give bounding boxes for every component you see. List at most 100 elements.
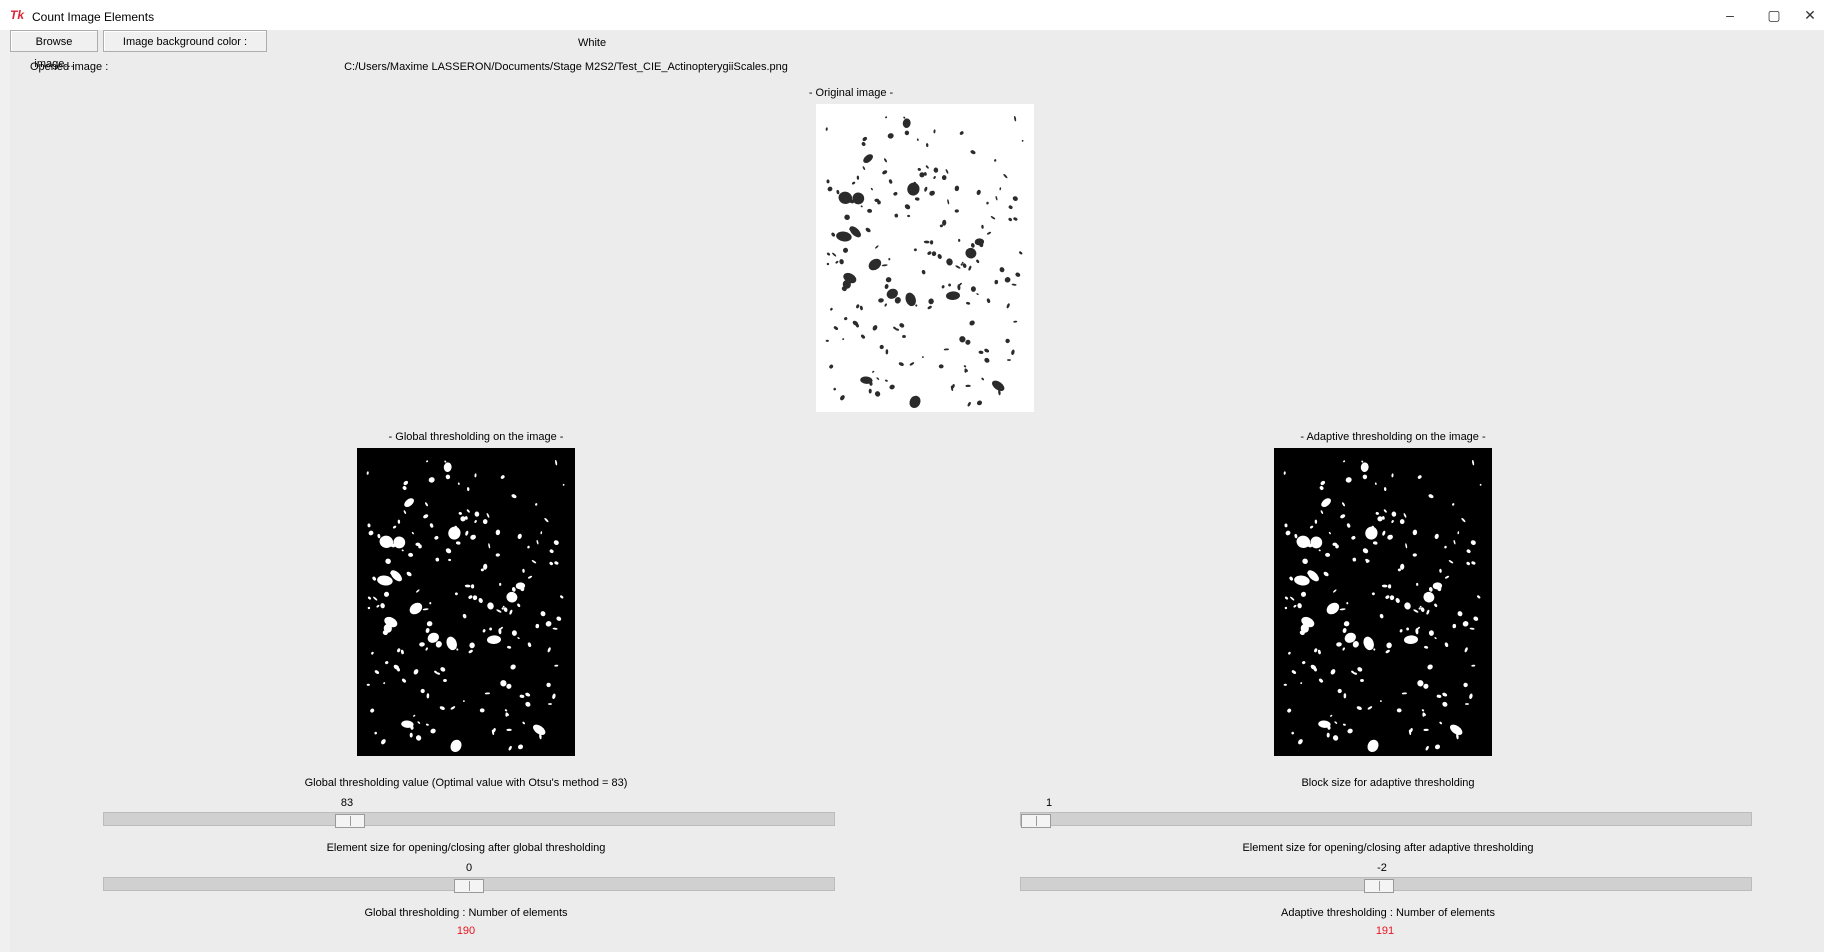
scale-speckle bbox=[967, 401, 971, 407]
scale-speckle bbox=[436, 672, 441, 675]
scale-speckle bbox=[1008, 205, 1013, 210]
scale-speckle bbox=[535, 503, 538, 506]
tk-app-icon: Tk bbox=[10, 8, 25, 22]
scale-speckle bbox=[413, 714, 416, 717]
scale-speckle bbox=[887, 133, 894, 139]
scale-speckle bbox=[826, 252, 831, 256]
scale-speckle bbox=[833, 326, 839, 330]
scale-speckle bbox=[401, 678, 407, 683]
scale-speckle bbox=[419, 642, 425, 647]
scale-speckle bbox=[531, 560, 537, 564]
scale-speckle bbox=[927, 251, 932, 255]
scale-speckle bbox=[1332, 735, 1339, 741]
scale-speckle bbox=[1367, 706, 1373, 710]
scale-speckle bbox=[460, 516, 466, 522]
global-element-size-slider[interactable] bbox=[103, 877, 835, 893]
adaptive-element-size-slider-thumb[interactable] bbox=[1364, 879, 1394, 893]
scale-speckle bbox=[1293, 604, 1297, 608]
scale-speckle bbox=[869, 381, 873, 386]
scale-speckle bbox=[1428, 587, 1433, 592]
scale-speckle bbox=[1351, 536, 1356, 540]
scale-speckle bbox=[893, 192, 898, 196]
scale-speckle bbox=[1395, 598, 1400, 603]
scale-speckle bbox=[842, 338, 845, 341]
scale-speckle bbox=[888, 258, 891, 261]
scale-speckle bbox=[1452, 503, 1455, 506]
scale-speckle bbox=[875, 245, 879, 249]
scale-speckle bbox=[1353, 672, 1358, 675]
global-element-size-slider-thumb[interactable] bbox=[454, 879, 484, 893]
scale-speckle bbox=[440, 667, 446, 672]
scale-speckle bbox=[986, 231, 992, 235]
adaptive-threshold-canvas bbox=[1283, 460, 1482, 752]
adaptive-element-size-slider[interactable] bbox=[1020, 877, 1752, 893]
scale-speckle bbox=[377, 533, 381, 539]
scale-speckle bbox=[544, 517, 549, 523]
scale-speckle bbox=[525, 701, 531, 707]
scale-speckle bbox=[383, 682, 386, 685]
scale-speckle bbox=[458, 511, 462, 515]
scale-speckle bbox=[1356, 706, 1362, 710]
scale-speckle bbox=[1448, 560, 1454, 564]
scale-speckle bbox=[1291, 670, 1297, 674]
scale-speckle bbox=[943, 348, 949, 351]
scale-speckle bbox=[924, 172, 927, 176]
scale-speckle bbox=[1365, 526, 1378, 540]
scale-speckle bbox=[547, 647, 551, 653]
scale-speckle bbox=[976, 293, 979, 296]
scale-speckle bbox=[978, 350, 984, 354]
browse-image-button[interactable]: Browse image... bbox=[10, 30, 98, 70]
scale-speckle bbox=[962, 263, 967, 268]
scale-speckle bbox=[1428, 630, 1434, 636]
scale-speckle bbox=[404, 498, 414, 508]
scale-speckle bbox=[860, 376, 873, 384]
scale-speckle bbox=[830, 307, 833, 311]
scale-speckle bbox=[1375, 511, 1379, 515]
scale-speckle bbox=[1302, 558, 1308, 565]
scale-speckle bbox=[502, 605, 505, 608]
scale-speckle bbox=[425, 502, 428, 507]
close-icon[interactable]: ✕ bbox=[1804, 7, 1816, 23]
scale-speckle bbox=[1465, 703, 1469, 705]
scale-speckle bbox=[968, 265, 972, 271]
scale-speckle bbox=[1008, 217, 1012, 222]
scale-speckle bbox=[870, 187, 873, 191]
scale-speckle bbox=[1383, 487, 1387, 492]
scale-speckle bbox=[549, 549, 554, 554]
image-background-color-button[interactable]: Image background color : bbox=[103, 30, 267, 52]
scale-speckle bbox=[965, 384, 971, 388]
scale-speckle bbox=[517, 637, 520, 640]
scale-speckle bbox=[904, 204, 911, 210]
scale-speckle bbox=[430, 728, 436, 734]
scale-speckle bbox=[999, 187, 1002, 191]
scale-speckle bbox=[445, 548, 452, 554]
scale-speckle bbox=[919, 172, 925, 178]
scale-speckle bbox=[1463, 682, 1468, 688]
adaptive-block-size-slider[interactable] bbox=[1020, 812, 1752, 828]
scale-speckle bbox=[1415, 628, 1419, 635]
minimize-icon[interactable]: – bbox=[1726, 7, 1734, 23]
global-threshold-slider-thumb[interactable] bbox=[335, 814, 365, 828]
scale-speckle bbox=[1400, 563, 1405, 570]
scale-speckle bbox=[474, 473, 477, 478]
scale-speckle bbox=[522, 568, 525, 573]
restore-icon[interactable]: ▢ bbox=[1767, 7, 1781, 23]
scale-speckle bbox=[1330, 669, 1336, 675]
scale-speckle bbox=[1340, 514, 1346, 519]
scale-speckle bbox=[929, 240, 934, 245]
adaptive-block-size-value: 1 bbox=[1045, 797, 1053, 809]
scale-speckle bbox=[862, 166, 866, 170]
scale-speckle bbox=[1339, 608, 1346, 611]
scale-speckle bbox=[904, 130, 910, 136]
scale-speckle bbox=[367, 606, 371, 610]
scale-speckle bbox=[1297, 603, 1302, 609]
scale-speckle bbox=[554, 561, 559, 565]
scale-speckle bbox=[429, 602, 432, 605]
scale-speckle bbox=[884, 379, 888, 382]
global-threshold-slider[interactable] bbox=[103, 812, 835, 828]
scale-speckle bbox=[1335, 544, 1339, 549]
scale-speckle bbox=[1404, 635, 1418, 645]
adaptive-block-size-slider-thumb[interactable] bbox=[1021, 814, 1051, 828]
scale-speckle bbox=[966, 301, 971, 305]
scale-speckle bbox=[969, 320, 975, 326]
